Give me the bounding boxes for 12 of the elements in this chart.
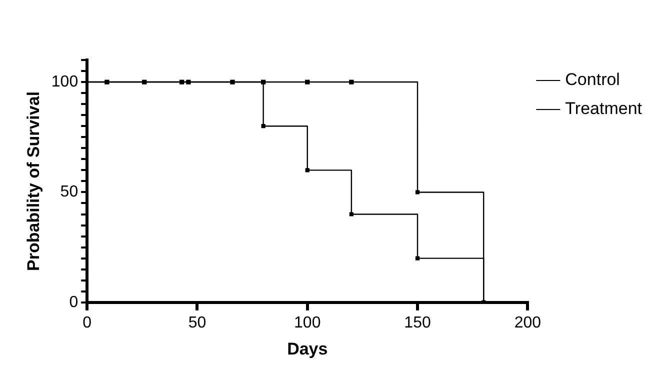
- x-tick-label: 0: [82, 314, 92, 332]
- y-tick-label: 50: [60, 184, 78, 201]
- x-tick-label: 200: [514, 314, 542, 332]
- x-tick-label: 100: [294, 314, 321, 332]
- x-tick-label: 150: [404, 314, 431, 332]
- x-axis-title: Days: [287, 339, 328, 358]
- legend-label: Treatment: [565, 99, 642, 118]
- x-tick-label: 50: [188, 314, 206, 332]
- y-tick-label: 100: [51, 73, 78, 90]
- y-axis-title: Probability of Survival: [24, 91, 43, 271]
- y-tick-label: 0: [69, 294, 78, 311]
- legend-label: Control: [565, 70, 620, 90]
